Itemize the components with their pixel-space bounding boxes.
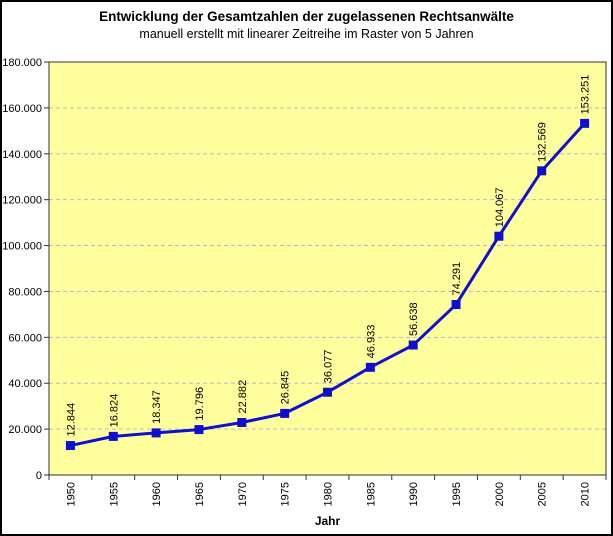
x-tick-label: 1960 bbox=[151, 482, 163, 506]
data-point-label: 153.251 bbox=[580, 75, 592, 115]
x-tick-label: 1995 bbox=[451, 482, 463, 506]
x-tick-label: 2000 bbox=[494, 482, 506, 506]
data-point bbox=[65, 441, 75, 451]
data-point-label: 19.796 bbox=[194, 387, 206, 421]
x-tick-label: 2010 bbox=[580, 482, 592, 506]
x-tick-label: 1990 bbox=[408, 482, 420, 506]
data-point-label: 132.569 bbox=[537, 122, 549, 162]
x-tick-label: 1970 bbox=[237, 482, 249, 506]
x-tick-label: 1975 bbox=[280, 482, 292, 506]
y-tick-label: 120.000 bbox=[2, 195, 42, 207]
y-tick-label: 80.000 bbox=[8, 286, 42, 298]
x-tick-label: 1985 bbox=[365, 482, 377, 506]
data-point bbox=[494, 231, 504, 241]
y-tick-label: 60.000 bbox=[8, 332, 42, 344]
data-point bbox=[151, 428, 161, 438]
x-tick-label: 2005 bbox=[537, 482, 549, 506]
data-point-label: 26.845 bbox=[280, 371, 292, 405]
y-tick-label: 180.000 bbox=[2, 57, 42, 69]
data-point bbox=[323, 387, 332, 397]
plot-area bbox=[49, 62, 606, 475]
y-tick-label: 140.000 bbox=[2, 149, 42, 161]
x-tick-label: 1955 bbox=[108, 482, 120, 506]
x-tick-label: 1950 bbox=[65, 482, 77, 506]
data-point-label: 22.882 bbox=[237, 380, 249, 414]
y-tick-label: 100.000 bbox=[2, 241, 42, 253]
data-point bbox=[365, 362, 375, 372]
data-point bbox=[408, 340, 418, 350]
data-point-label: 74.291 bbox=[451, 262, 463, 296]
data-point-label: 56.638 bbox=[408, 302, 420, 336]
data-point-label: 104.067 bbox=[494, 187, 506, 227]
data-point bbox=[580, 118, 590, 128]
x-axis-title: Jahr bbox=[315, 514, 341, 528]
data-point-label: 36.077 bbox=[323, 350, 335, 384]
data-point-label: 46.933 bbox=[365, 325, 377, 359]
chart-subtitle: manuell erstellt mit linearer Zeitreihe … bbox=[139, 27, 474, 41]
data-point bbox=[451, 300, 461, 310]
plot-border bbox=[48, 61, 607, 476]
data-point bbox=[537, 166, 547, 176]
data-point bbox=[280, 408, 290, 418]
data-point bbox=[194, 425, 204, 435]
chart-title: Entwicklung der Gesamtzahlen der zugelas… bbox=[99, 9, 514, 24]
data-point bbox=[237, 417, 247, 427]
y-tick-label: 160.000 bbox=[2, 103, 42, 115]
y-tick-label: 40.000 bbox=[8, 378, 42, 390]
y-tick-label: 20.000 bbox=[8, 424, 42, 436]
x-tick-label: 1980 bbox=[323, 482, 335, 506]
data-point-label: 16.824 bbox=[108, 394, 120, 428]
x-tick-label: 1965 bbox=[194, 482, 206, 506]
data-point-label: 12.844 bbox=[65, 403, 77, 437]
y-tick-label: 0 bbox=[36, 470, 42, 482]
data-point bbox=[108, 431, 118, 441]
data-point-label: 18.347 bbox=[151, 390, 163, 424]
